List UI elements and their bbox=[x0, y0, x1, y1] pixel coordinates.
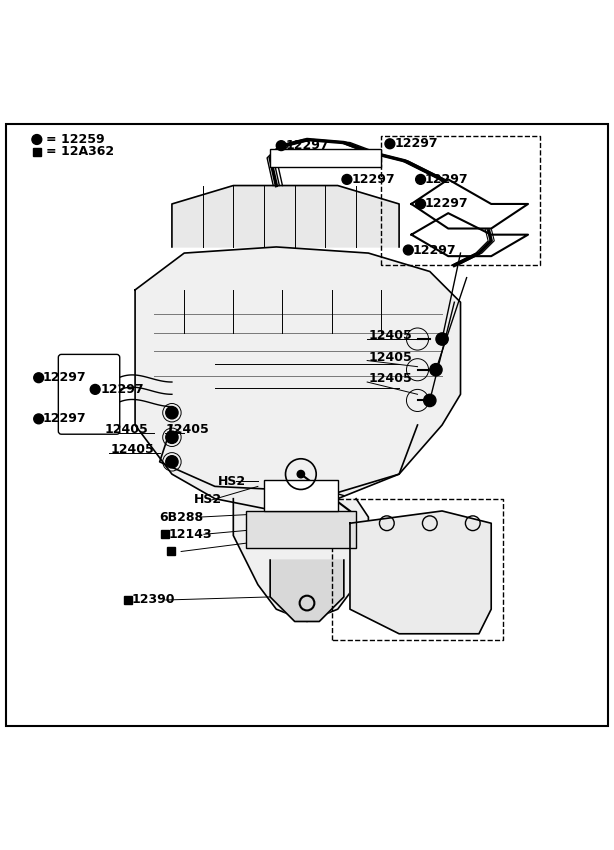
Text: 12143: 12143 bbox=[169, 528, 212, 541]
Text: 12405: 12405 bbox=[368, 330, 412, 343]
Circle shape bbox=[276, 141, 286, 150]
Circle shape bbox=[385, 139, 395, 149]
Bar bbox=[33, 148, 41, 156]
Text: 12405: 12405 bbox=[368, 351, 412, 364]
Text: 12297: 12297 bbox=[425, 173, 468, 186]
Text: ereplacementparts.com: ereplacementparts.com bbox=[174, 378, 440, 398]
Circle shape bbox=[32, 134, 42, 145]
Circle shape bbox=[424, 394, 436, 406]
Text: = 12A362: = 12A362 bbox=[46, 145, 114, 158]
Bar bbox=[270, 149, 381, 167]
Text: 12405: 12405 bbox=[368, 372, 412, 385]
Circle shape bbox=[342, 174, 352, 184]
Polygon shape bbox=[172, 185, 399, 247]
Circle shape bbox=[430, 364, 442, 376]
Text: HS2: HS2 bbox=[193, 493, 222, 507]
Text: HS2: HS2 bbox=[218, 475, 246, 488]
Bar bbox=[161, 530, 168, 538]
Text: 12390: 12390 bbox=[132, 593, 176, 607]
Text: 12297: 12297 bbox=[100, 382, 144, 396]
Circle shape bbox=[436, 333, 448, 345]
Circle shape bbox=[90, 384, 100, 394]
Circle shape bbox=[403, 245, 413, 255]
Text: 12405: 12405 bbox=[111, 443, 154, 456]
Polygon shape bbox=[135, 247, 460, 511]
Text: 12297: 12297 bbox=[43, 371, 87, 384]
Bar bbox=[123, 596, 132, 604]
Circle shape bbox=[166, 456, 178, 468]
Text: 12297: 12297 bbox=[425, 197, 468, 211]
Text: 6B288: 6B288 bbox=[160, 511, 204, 524]
Text: 12297: 12297 bbox=[43, 412, 87, 425]
Bar bbox=[167, 547, 175, 556]
Bar bbox=[264, 480, 338, 511]
Polygon shape bbox=[411, 179, 528, 229]
FancyBboxPatch shape bbox=[58, 354, 120, 434]
Polygon shape bbox=[233, 499, 368, 621]
Text: 12405: 12405 bbox=[104, 423, 148, 436]
Circle shape bbox=[34, 373, 44, 382]
Polygon shape bbox=[270, 560, 344, 621]
Circle shape bbox=[297, 470, 305, 478]
Text: 12297: 12297 bbox=[413, 243, 456, 257]
Circle shape bbox=[416, 199, 426, 209]
Polygon shape bbox=[350, 511, 491, 634]
Text: 12405: 12405 bbox=[166, 423, 209, 436]
Circle shape bbox=[416, 174, 426, 184]
Text: 12297: 12297 bbox=[394, 138, 438, 150]
Circle shape bbox=[166, 431, 178, 444]
Circle shape bbox=[34, 414, 44, 424]
Text: = 12259: = 12259 bbox=[46, 133, 104, 146]
Polygon shape bbox=[246, 511, 356, 547]
Circle shape bbox=[166, 406, 178, 419]
Text: 12297: 12297 bbox=[351, 173, 395, 186]
Text: 12297: 12297 bbox=[286, 139, 329, 152]
